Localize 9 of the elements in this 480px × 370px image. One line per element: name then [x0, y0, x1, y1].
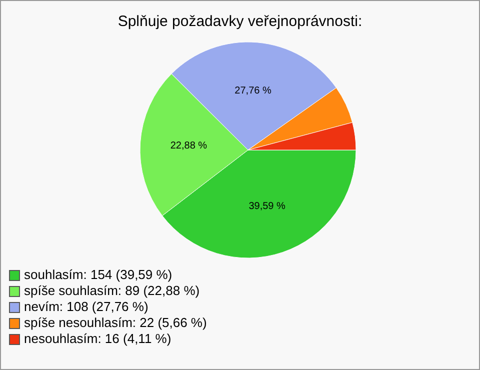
legend-label: nevím: 108 (27,76 %) [24, 299, 148, 315]
legend-label: souhlasím: 154 (39,59 %) [24, 267, 172, 283]
data-label: 22,88 % [170, 140, 208, 152]
chart-title: Splňuje požadavky veřejnoprávnosti: [116, 13, 364, 30]
legend-label: spíše souhlasím: 89 (22,88 %) [24, 283, 200, 299]
data-label: 27,76 % [234, 85, 272, 96]
data-label: 39,59 % [248, 200, 286, 212]
legend-label: nesouhlasím: 16 (4,11 %) [24, 331, 172, 347]
legend-label: spíše nesouhlasím: 22 (5,66 %) [24, 315, 207, 331]
